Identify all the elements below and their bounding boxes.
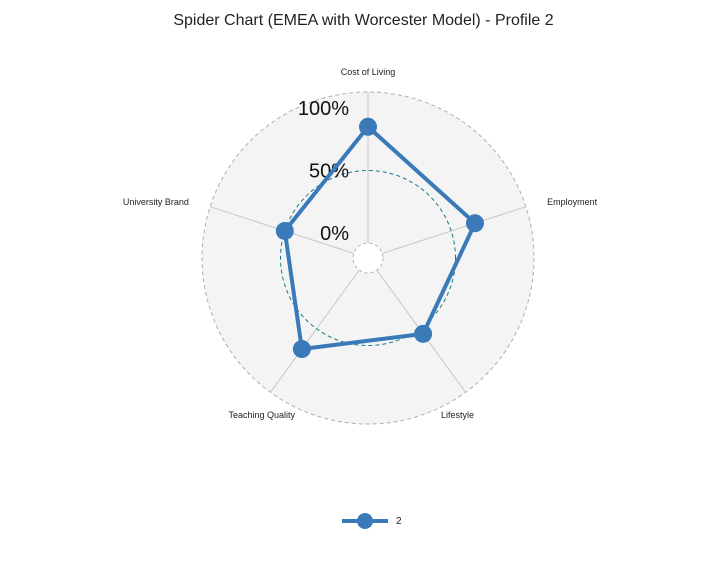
legend-swatch-icon: [342, 513, 388, 529]
radial-tick-label: 100%: [298, 98, 349, 120]
axis-label: Cost of Living: [341, 67, 396, 77]
radial-tick-label: 0%: [320, 223, 349, 245]
axis-label: Lifestyle: [441, 410, 474, 420]
axis-label: Teaching Quality: [228, 410, 295, 420]
data-point: [359, 117, 377, 136]
data-point: [292, 340, 311, 359]
reference-circle-50: [280, 170, 456, 346]
axis-label: Employment: [547, 197, 598, 207]
data-point: [414, 324, 433, 343]
legend: 2: [340, 509, 402, 533]
series-line: [282, 124, 477, 352]
data-point: [275, 221, 294, 240]
radial-tick-label: 50%: [309, 161, 349, 183]
data-point: [465, 214, 484, 233]
radar-center-circle: [352, 242, 384, 274]
axis-spoke: [382, 206, 527, 254]
legend-item-label: 2: [396, 515, 402, 527]
chart-title: Spider Chart (EMEA with Worcester Model)…: [173, 12, 554, 29]
axis-label: University Brand: [123, 197, 189, 207]
axis-spoke: [270, 269, 360, 393]
